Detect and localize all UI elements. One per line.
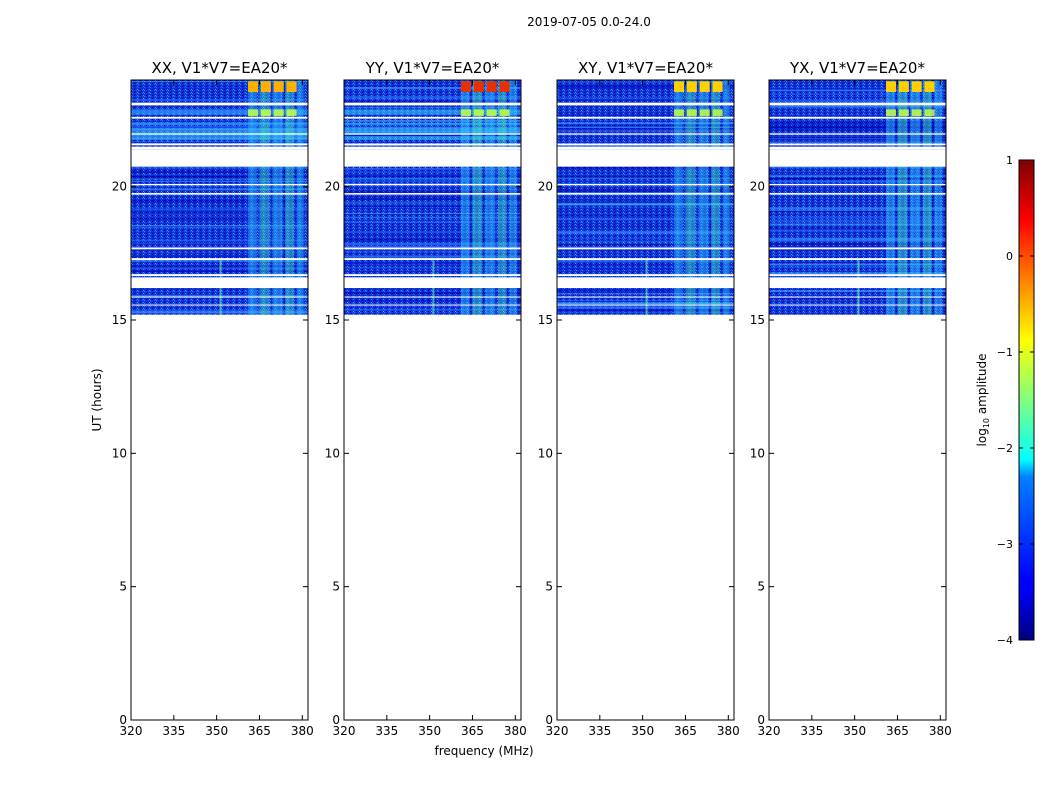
y-tick-label: 20 <box>325 180 340 194</box>
x-tick-label: 350 <box>418 724 441 738</box>
x-axis-label: frequency (MHz) <box>434 744 533 758</box>
x-tick-label: 380 <box>291 724 314 738</box>
panel-axes <box>556 79 735 721</box>
y-tick-label: 20 <box>538 180 553 194</box>
x-tick-label: 365 <box>248 724 271 738</box>
x-tick-label: 365 <box>886 724 909 738</box>
y-axis-label: UT (hours) <box>90 368 104 431</box>
colorbar-label: log10 amplitude <box>975 354 991 447</box>
panel-yx: YX, V1*V7=EA20* 320 335 350 365 380 0 5 10 15 20 <box>750 59 952 738</box>
x-tick-label: 320 <box>546 724 569 738</box>
x-tick-label: 335 <box>588 724 611 738</box>
y-tick-label: 20 <box>750 180 765 194</box>
panel-title: XX, V1*V7=EA20* <box>151 59 288 77</box>
panel-title: YX, V1*V7=EA20* <box>789 59 925 77</box>
x-tick-label: 380 <box>504 724 527 738</box>
y-tick-label: 15 <box>112 313 127 327</box>
colorbar-tick-label: −2 <box>997 442 1013 455</box>
panel-axes <box>130 79 309 721</box>
panel-axes <box>768 79 947 721</box>
y-tick-label: 10 <box>112 446 127 460</box>
y-tick-label: 0 <box>545 713 553 727</box>
x-tick-label: 365 <box>674 724 697 738</box>
y-tick-label: 10 <box>538 446 553 460</box>
y-tick-label: 20 <box>112 180 127 194</box>
y-tick-label: 0 <box>332 713 340 727</box>
x-tick-label: 335 <box>162 724 185 738</box>
panel-title: YY, V1*V7=EA20* <box>365 59 500 77</box>
y-tick-label: 10 <box>750 446 765 460</box>
colorbar-tick-label: −1 <box>997 346 1013 359</box>
colorbar-tick-label: −4 <box>997 634 1013 647</box>
panel-title: XY, V1*V7=EA20* <box>578 59 713 77</box>
figure-suptitle: 2019-07-05 0.0-24.0 <box>527 15 651 29</box>
x-tick-label: 335 <box>375 724 398 738</box>
colorbar: −4 −3 −2 −1 0 1 log10 amplitude <box>975 154 1035 647</box>
x-tick-label: 380 <box>717 724 740 738</box>
x-tick-label: 320 <box>120 724 143 738</box>
y-tick-label: 15 <box>750 313 765 327</box>
panel-xx: XX, V1*V7=EA20* 320 335 350 365 380 0 5 10 15 20 <box>112 59 314 738</box>
colorbar-tick-label: 1 <box>1006 154 1013 167</box>
x-tick-label: 365 <box>461 724 484 738</box>
colorbar-tick-label: 0 <box>1006 250 1013 263</box>
y-tick-label: 0 <box>119 713 127 727</box>
x-tick-label: 320 <box>758 724 781 738</box>
y-tick-label: 5 <box>332 580 340 594</box>
y-tick-label: 15 <box>538 313 553 327</box>
y-tick-label: 0 <box>757 713 765 727</box>
y-tick-label: 15 <box>325 313 340 327</box>
x-tick-label: 335 <box>800 724 823 738</box>
panel-yy: YY, V1*V7=EA20* 320 335 350 365 380 0 5 10 15 20 <box>325 59 527 738</box>
x-tick-label: 350 <box>205 724 228 738</box>
panel-xy: XY, V1*V7=EA20* 320 335 350 365 380 0 5 10 15 20 <box>538 59 740 738</box>
x-tick-label: 320 <box>333 724 356 738</box>
y-tick-label: 5 <box>545 580 553 594</box>
x-tick-label: 350 <box>631 724 654 738</box>
panel-axes <box>343 79 522 721</box>
x-tick-label: 380 <box>929 724 952 738</box>
y-tick-label: 5 <box>119 580 127 594</box>
y-tick-label: 10 <box>325 446 340 460</box>
x-tick-label: 350 <box>843 724 866 738</box>
y-tick-label: 5 <box>757 580 765 594</box>
colorbar-gradient <box>1018 159 1035 641</box>
colorbar-tick-label: −3 <box>997 538 1013 551</box>
